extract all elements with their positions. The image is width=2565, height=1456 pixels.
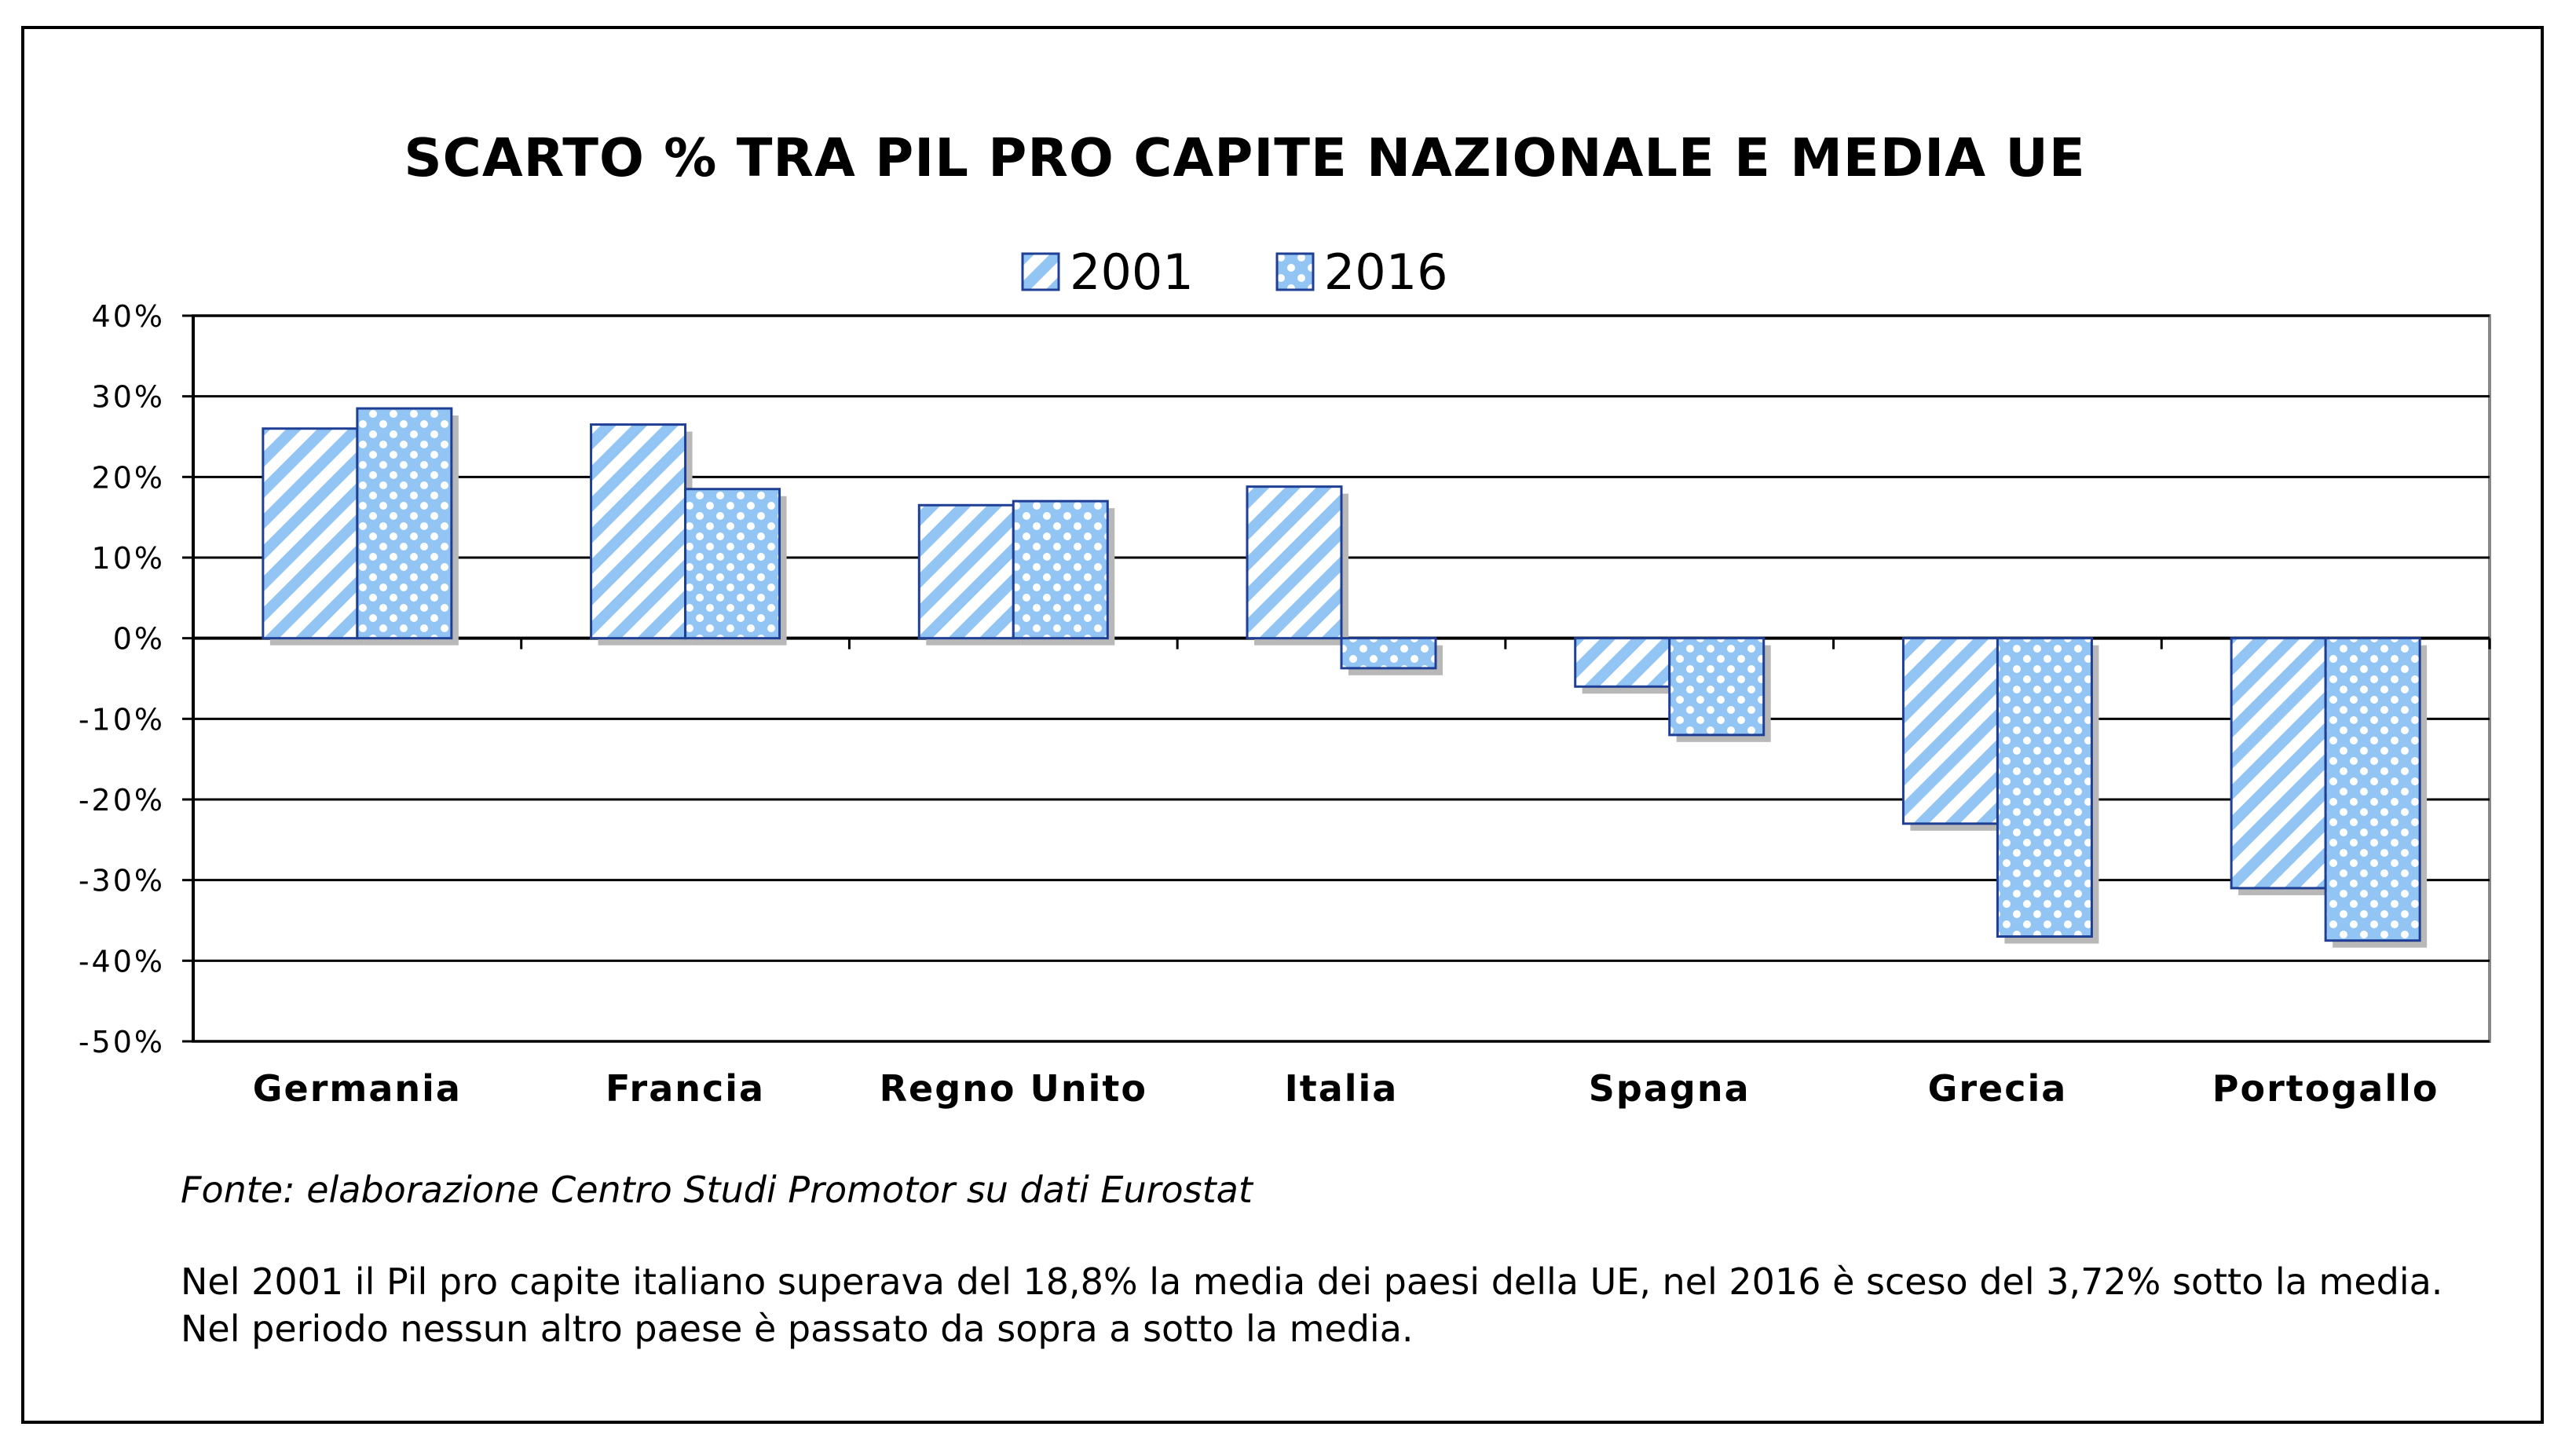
y-tick-label: 40% [92,299,165,334]
y-tick-label: 0% [113,622,165,657]
bar-2001-francia [590,423,687,640]
category-label: Francia [606,1067,765,1110]
category-label: Grecia [1928,1067,2068,1110]
y-tick-label: 30% [92,380,165,415]
category-label: Portogallo [2212,1067,2439,1110]
bar-2001-spagna [1574,637,1671,688]
bar-2016-regno-unito [1012,499,1109,640]
legend-label-2001: 2001 [1070,243,1194,301]
category-label: Italia [1285,1067,1399,1110]
bar-2016-francia [684,488,781,640]
y-tick-label: 10% [92,541,165,576]
source-note: Fonte: elaborazione Centro Studi Promoto… [181,1169,1253,1211]
caption: Nel 2001 il Pil pro capite italiano supe… [181,1260,2443,1350]
chart-title: SCARTO % TRA PIL PRO CAPITE NAZIONALE E … [404,127,2086,188]
y-tick-label: -40% [79,944,165,979]
y-tick-label: -30% [79,864,165,898]
y-tick-label: -20% [79,783,165,818]
y-tick-label: 20% [92,460,165,495]
bar-2016-germania [356,407,453,640]
bar-2016-portogallo [2324,637,2421,942]
legend-item-2016: 2016 [1275,243,1448,301]
y-tick-label: -50% [79,1025,165,1059]
bar-2001-regno-unito [917,503,1015,640]
bar-2016-italia [1340,637,1437,670]
bar-2016-spagna [1668,637,1765,737]
legend-swatch-dots [1275,252,1315,291]
bar-2001-grecia [1901,637,1999,825]
legend-swatch-stripes [1021,252,1060,291]
legend-label-2016: 2016 [1323,243,1448,301]
bar-2001-germania [262,427,359,640]
legend-item-2001: 2001 [1021,243,1194,301]
bar-2001-portogallo [2230,637,2327,890]
legend: 2001 2016 [1021,240,1530,303]
bar-2016-grecia [1996,637,2093,938]
y-tick-label: -10% [79,702,165,737]
plot-area-border [192,314,2491,1043]
category-label: Spagna [1589,1067,1751,1110]
category-label: Regno Unito [880,1067,1147,1110]
category-label: Germania [253,1067,462,1110]
bar-2001-italia [1246,485,1343,640]
